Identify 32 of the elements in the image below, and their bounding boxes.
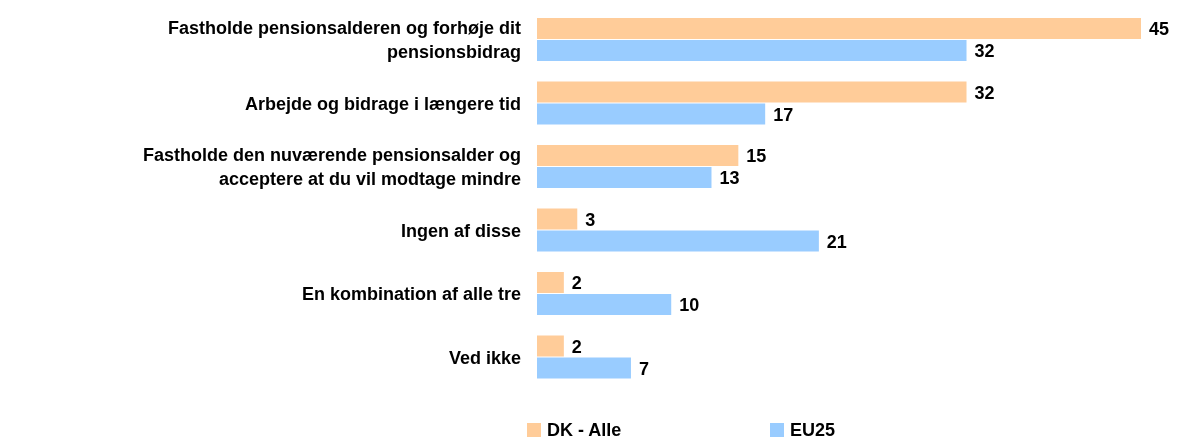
legend-label: DK - Alle [547,420,622,440]
data-label: 17 [773,104,794,125]
data-label: 13 [719,168,740,189]
bar [537,167,712,188]
legend-label: EU25 [790,420,836,440]
bar [537,40,967,61]
data-label: 32 [974,82,995,103]
bar [537,357,631,379]
data-label: 32 [974,41,995,62]
bar [537,103,766,125]
bar [537,208,578,230]
data-label: 21 [826,231,847,252]
data-label: 2 [571,273,582,294]
y-tick-label: Fastholde pensionsalderen og forhøje dit pensionsbidrag [167,18,521,63]
y-tick-label: Arbejde og bidrage i længere tid [244,93,521,114]
data-label: 45 [1149,19,1170,40]
bar [537,272,564,293]
data-label: 3 [585,209,596,230]
bar [537,230,819,252]
y-tick-label: En kombination af alle tre [301,284,521,305]
data-label: 15 [746,146,767,167]
bar [537,145,739,166]
data-label: 10 [679,295,700,316]
bar [537,294,672,315]
y-tick-label: Ved ikke [448,347,521,368]
bar [537,18,1141,39]
data-label: 2 [571,336,582,357]
data-label: 7 [638,358,649,379]
y-tick-label: Fastholde den nuværende pensionsalder og acceptere at du vil modtage mindre [142,145,521,190]
bar [537,81,967,103]
bar [537,335,564,357]
y-tick-label: Ingen af disse [400,220,521,241]
